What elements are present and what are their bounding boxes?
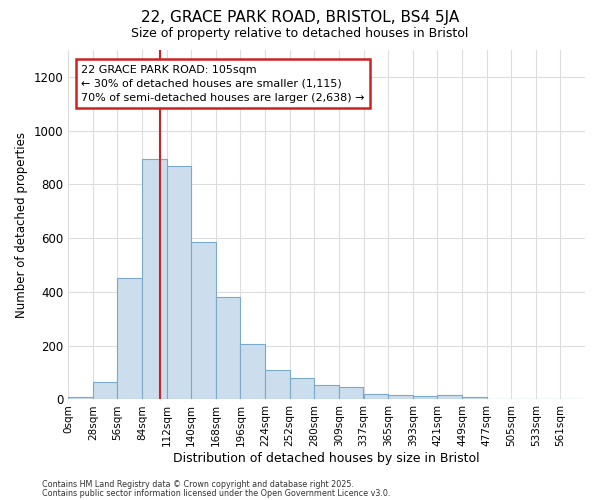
Bar (191, 242, 216, 400)
Bar (216, 296, 241, 400)
Bar (241, 344, 265, 400)
Bar (142, 160, 167, 400)
Bar (560, 399, 585, 400)
Bar (68, 397, 93, 400)
Text: Contains public sector information licensed under the Open Government Licence v3: Contains public sector information licen… (42, 488, 391, 498)
Bar (437, 396, 462, 400)
Bar (364, 394, 388, 400)
Bar (388, 396, 413, 400)
Bar (167, 166, 191, 400)
X-axis label: Distribution of detached houses by size in Bristol: Distribution of detached houses by size … (173, 452, 480, 465)
Bar (118, 278, 142, 400)
Y-axis label: Number of detached properties: Number of detached properties (15, 132, 28, 318)
Text: Contains HM Land Registry data © Crown copyright and database right 2025.: Contains HM Land Registry data © Crown c… (42, 480, 354, 489)
Bar (93, 382, 118, 400)
Bar (314, 384, 339, 400)
Bar (413, 396, 437, 400)
Bar (290, 378, 314, 400)
Bar (536, 399, 560, 400)
Bar (487, 398, 511, 400)
Text: 22 GRACE PARK ROAD: 105sqm
← 30% of detached houses are smaller (1,115)
70% of s: 22 GRACE PARK ROAD: 105sqm ← 30% of deta… (82, 65, 365, 103)
Bar (339, 386, 364, 400)
Bar (511, 399, 536, 400)
Bar (462, 397, 487, 400)
Text: Size of property relative to detached houses in Bristol: Size of property relative to detached ho… (131, 28, 469, 40)
Bar (265, 370, 290, 400)
Text: 22, GRACE PARK ROAD, BRISTOL, BS4 5JA: 22, GRACE PARK ROAD, BRISTOL, BS4 5JA (141, 10, 459, 25)
